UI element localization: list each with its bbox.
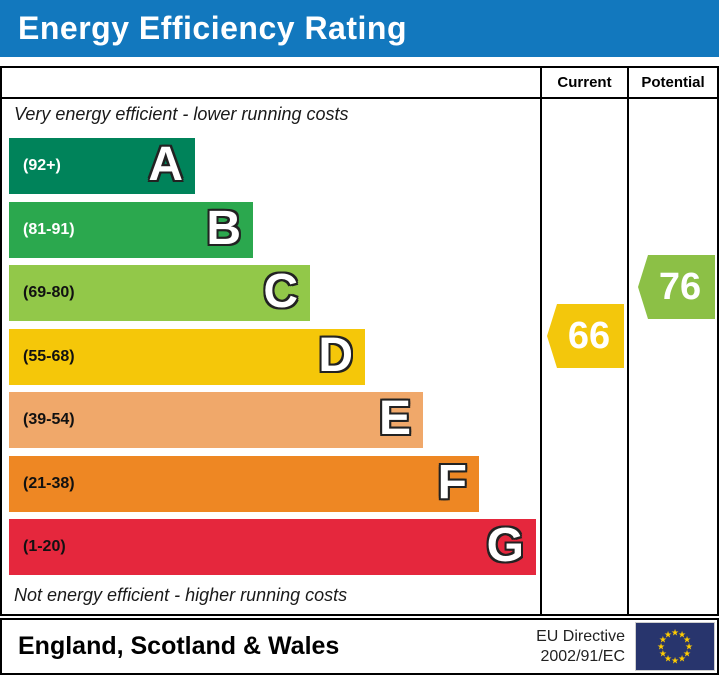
header-divider-line — [2, 97, 717, 99]
svg-text:★: ★ — [664, 630, 672, 640]
caption-very-efficient: Very energy efficient - lower running co… — [14, 104, 349, 124]
band-c: (69-80) C — [9, 265, 310, 321]
eu-flag-icon: ★ ★ ★ ★ ★ ★ ★ ★ ★ ★ ★ ★ — [635, 622, 715, 671]
band-g: (1-20) G — [9, 519, 536, 575]
band-g-letter: G — [486, 519, 524, 573]
region-label: England, Scotland & Wales — [18, 632, 340, 660]
svg-text:★: ★ — [683, 650, 691, 660]
band-d-letter: D — [318, 329, 353, 383]
title-bar: Energy Efficiency Rating — [0, 0, 719, 57]
potential-rating-value: 76 — [658, 265, 702, 308]
svg-text:★: ★ — [664, 655, 672, 665]
band-f: (21-38) F — [9, 456, 479, 512]
band-c-range: (69-80) — [23, 284, 75, 301]
band-a-range: (92+) — [23, 157, 61, 174]
current-rating-value: 66 — [567, 314, 611, 357]
svg-text:★: ★ — [685, 643, 693, 653]
band-d-range: (55-68) — [23, 348, 75, 365]
footer: England, Scotland & Wales EU Directive 2… — [0, 618, 719, 675]
band-b-letter: B — [206, 202, 241, 256]
band-b-range: (81-91) — [23, 221, 75, 238]
svg-text:★: ★ — [671, 657, 679, 667]
eu-directive-line1: EU Directive — [536, 627, 625, 645]
svg-text:★: ★ — [678, 630, 686, 640]
svg-text:★: ★ — [659, 650, 667, 660]
band-a-letter: A — [148, 138, 183, 192]
potential-rating-pointer: 76 — [638, 255, 715, 319]
band-d: (55-68) D — [9, 329, 365, 385]
band-a: (92+) A — [9, 138, 195, 194]
svg-text:★: ★ — [671, 629, 679, 639]
current-column-divider — [540, 68, 542, 614]
band-e-letter: E — [378, 392, 411, 446]
svg-text:★: ★ — [683, 636, 691, 646]
eu-directive-text: EU Directive 2002/91/EC — [536, 627, 625, 667]
svg-text:★: ★ — [659, 636, 667, 646]
column-header-current: Current — [557, 74, 612, 91]
eu-directive-line2: 2002/91/EC — [540, 647, 625, 665]
band-f-letter: F — [437, 456, 467, 510]
band-g-range: (1-20) — [23, 538, 66, 555]
potential-column-divider — [627, 68, 629, 614]
current-rating-pointer: 66 — [547, 304, 624, 368]
column-header-potential: Potential — [641, 74, 705, 91]
band-c-letter: C — [263, 265, 298, 319]
page-title: Energy Efficiency Rating — [18, 10, 407, 46]
rating-chart-box: Current Potential Very energy efficient … — [0, 66, 719, 616]
band-b: (81-91) B — [9, 202, 253, 258]
band-e-range: (39-54) — [23, 411, 75, 428]
band-f-range: (21-38) — [23, 475, 75, 492]
band-e: (39-54) E — [9, 392, 423, 448]
svg-text:★: ★ — [657, 643, 665, 653]
caption-not-efficient: Not energy efficient - higher running co… — [14, 585, 348, 605]
svg-text:★: ★ — [678, 655, 686, 665]
